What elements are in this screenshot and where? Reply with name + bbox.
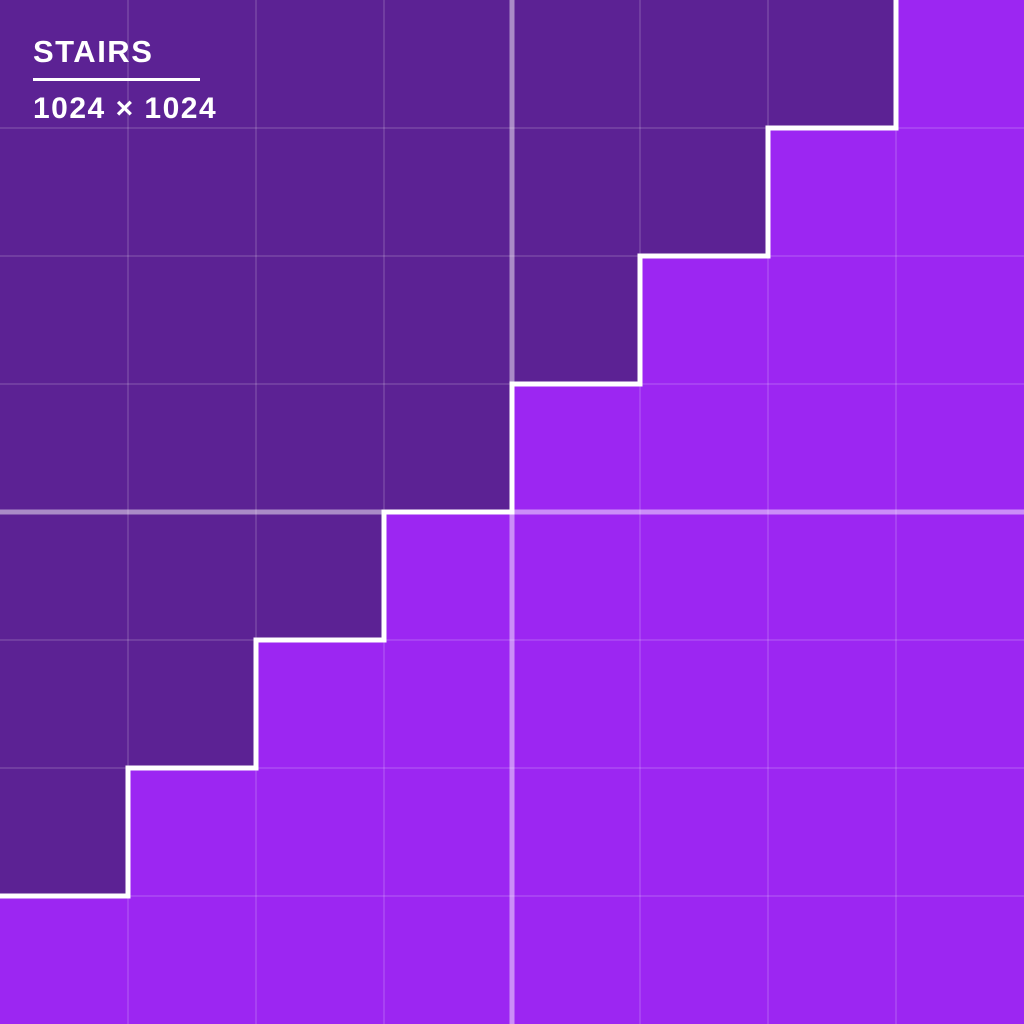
pattern-title: STAIRS — [33, 34, 154, 69]
title-block: STAIRS 1024 × 1024 — [33, 36, 217, 124]
title-underline — [33, 78, 200, 81]
stair-boundary-line — [0, 0, 899, 899]
dimensions-label: 1024 × 1024 — [33, 92, 218, 125]
dark-region — [0, 0, 896, 896]
